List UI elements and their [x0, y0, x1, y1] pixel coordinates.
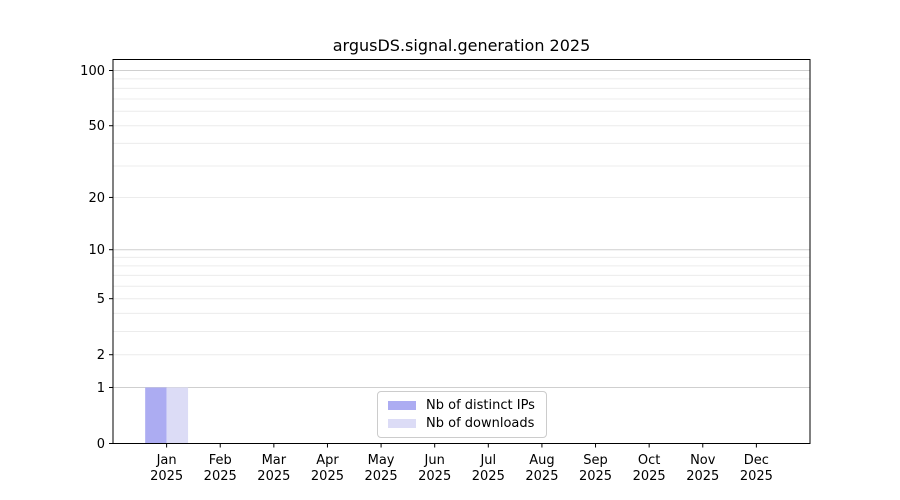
legend-item-downloads: Nb of downloads [388, 416, 536, 431]
x-tick-label-month: Sep [583, 453, 608, 468]
y-tick-label: 5 [97, 292, 105, 307]
chart-title: argusDS.signal.generation 2025 [332, 36, 591, 55]
x-tick-label-month: Mar [262, 453, 287, 468]
x-tick-label-month: Apr [316, 453, 339, 468]
x-tick-label-year: 2025 [740, 469, 773, 484]
x-tick-label-year: 2025 [633, 469, 666, 484]
y-tick-label: 50 [88, 119, 105, 134]
y-tick-label: 100 [80, 64, 105, 79]
x-tick-label-month: Nov [690, 453, 716, 468]
x-tick-label-month: Oct [638, 453, 660, 468]
legend-swatch-downloads-icon [388, 419, 416, 429]
x-tick-label-year: 2025 [525, 469, 558, 484]
legend-label-downloads: Nb of downloads [426, 416, 535, 432]
x-tick-label-year: 2025 [257, 469, 290, 484]
x-tick-label-month: Aug [529, 453, 554, 468]
plot-border [112, 59, 811, 444]
bar-downloads [166, 387, 189, 444]
y-tick-label: 10 [88, 243, 105, 258]
y-tick-label: 2 [97, 348, 105, 363]
legend-swatch-distinct-ips-icon [388, 400, 416, 410]
x-tick-label-year: 2025 [204, 469, 237, 484]
legend: Nb of distinct IPs Nb of downloads [377, 391, 547, 438]
x-tick-label-year: 2025 [579, 469, 612, 484]
y-tick-label: 1 [97, 381, 105, 396]
x-tick-label-month: May [368, 453, 395, 468]
x-tick-label-year: 2025 [311, 469, 344, 484]
x-tick-label-month: Dec [744, 453, 769, 468]
legend-item-distinct-ips: Nb of distinct IPs [388, 398, 536, 413]
x-tick-label-year: 2025 [150, 469, 183, 484]
bar-distinct-ips [145, 387, 167, 444]
x-tick-label-year: 2025 [365, 469, 398, 484]
x-tick-label-year: 2025 [472, 469, 505, 484]
x-tick-label-month: Jul [479, 453, 496, 468]
legend-label-distinct-ips: Nb of distinct IPs [426, 397, 535, 413]
y-tick-label: 0 [97, 437, 105, 452]
x-tick-label-year: 2025 [418, 469, 451, 484]
x-tick-label-month: Feb [209, 453, 232, 468]
y-tick-label: 20 [88, 191, 105, 206]
x-tick-label-month: Jan [156, 453, 177, 468]
x-tick-label-year: 2025 [686, 469, 719, 484]
x-tick-label-month: Jun [424, 453, 445, 468]
